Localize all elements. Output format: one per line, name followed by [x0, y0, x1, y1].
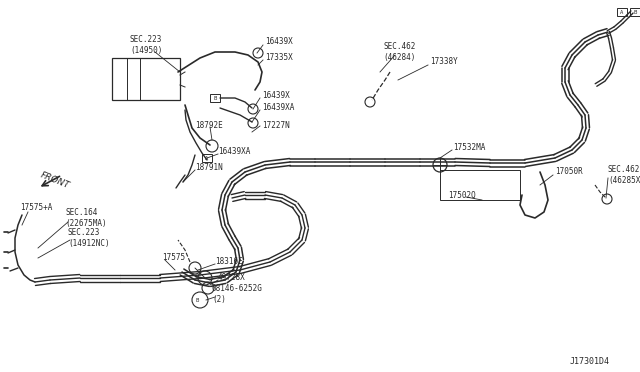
Text: 17227N: 17227N: [262, 121, 290, 129]
Text: SEC.462
(46285X): SEC.462 (46285X): [608, 165, 640, 185]
Text: 49728X: 49728X: [218, 273, 246, 282]
Text: 17338Y: 17338Y: [430, 58, 458, 67]
Text: 17532MA: 17532MA: [453, 144, 485, 153]
Text: 08146-6252G
(2): 08146-6252G (2): [212, 284, 263, 304]
Text: 17575+A: 17575+A: [20, 203, 52, 212]
Text: J17301D4: J17301D4: [570, 357, 610, 366]
Text: B: B: [634, 10, 637, 15]
Text: SEC.462
(46284): SEC.462 (46284): [383, 42, 415, 62]
Text: SEC.223
(14912NC): SEC.223 (14912NC): [68, 228, 109, 248]
Text: 18792E: 18792E: [195, 121, 223, 129]
Bar: [202, 154, 212, 162]
Bar: [617, 8, 627, 16]
Text: 17050R: 17050R: [555, 167, 583, 176]
Text: A: A: [620, 10, 623, 15]
Text: 17575: 17575: [162, 253, 185, 263]
Text: A: A: [205, 155, 209, 160]
Text: 18316E: 18316E: [215, 257, 243, 266]
Bar: [112, 58, 180, 100]
Text: 18791N: 18791N: [195, 164, 223, 173]
Text: 16439XA: 16439XA: [262, 103, 294, 112]
Text: 17502Q: 17502Q: [448, 190, 476, 199]
Text: SEC.164
(22675MA): SEC.164 (22675MA): [65, 208, 107, 228]
Text: SEC.223
(14950): SEC.223 (14950): [130, 35, 163, 55]
Text: 17335X: 17335X: [265, 54, 292, 62]
Text: 16439X: 16439X: [262, 90, 290, 99]
Text: B: B: [213, 96, 216, 100]
Text: 16439X: 16439X: [265, 38, 292, 46]
Text: 16439XA: 16439XA: [218, 148, 250, 157]
Text: B: B: [195, 298, 198, 302]
Text: FRONT: FRONT: [39, 170, 71, 190]
Bar: [440, 170, 520, 200]
Bar: [630, 8, 640, 16]
Bar: [210, 94, 220, 102]
